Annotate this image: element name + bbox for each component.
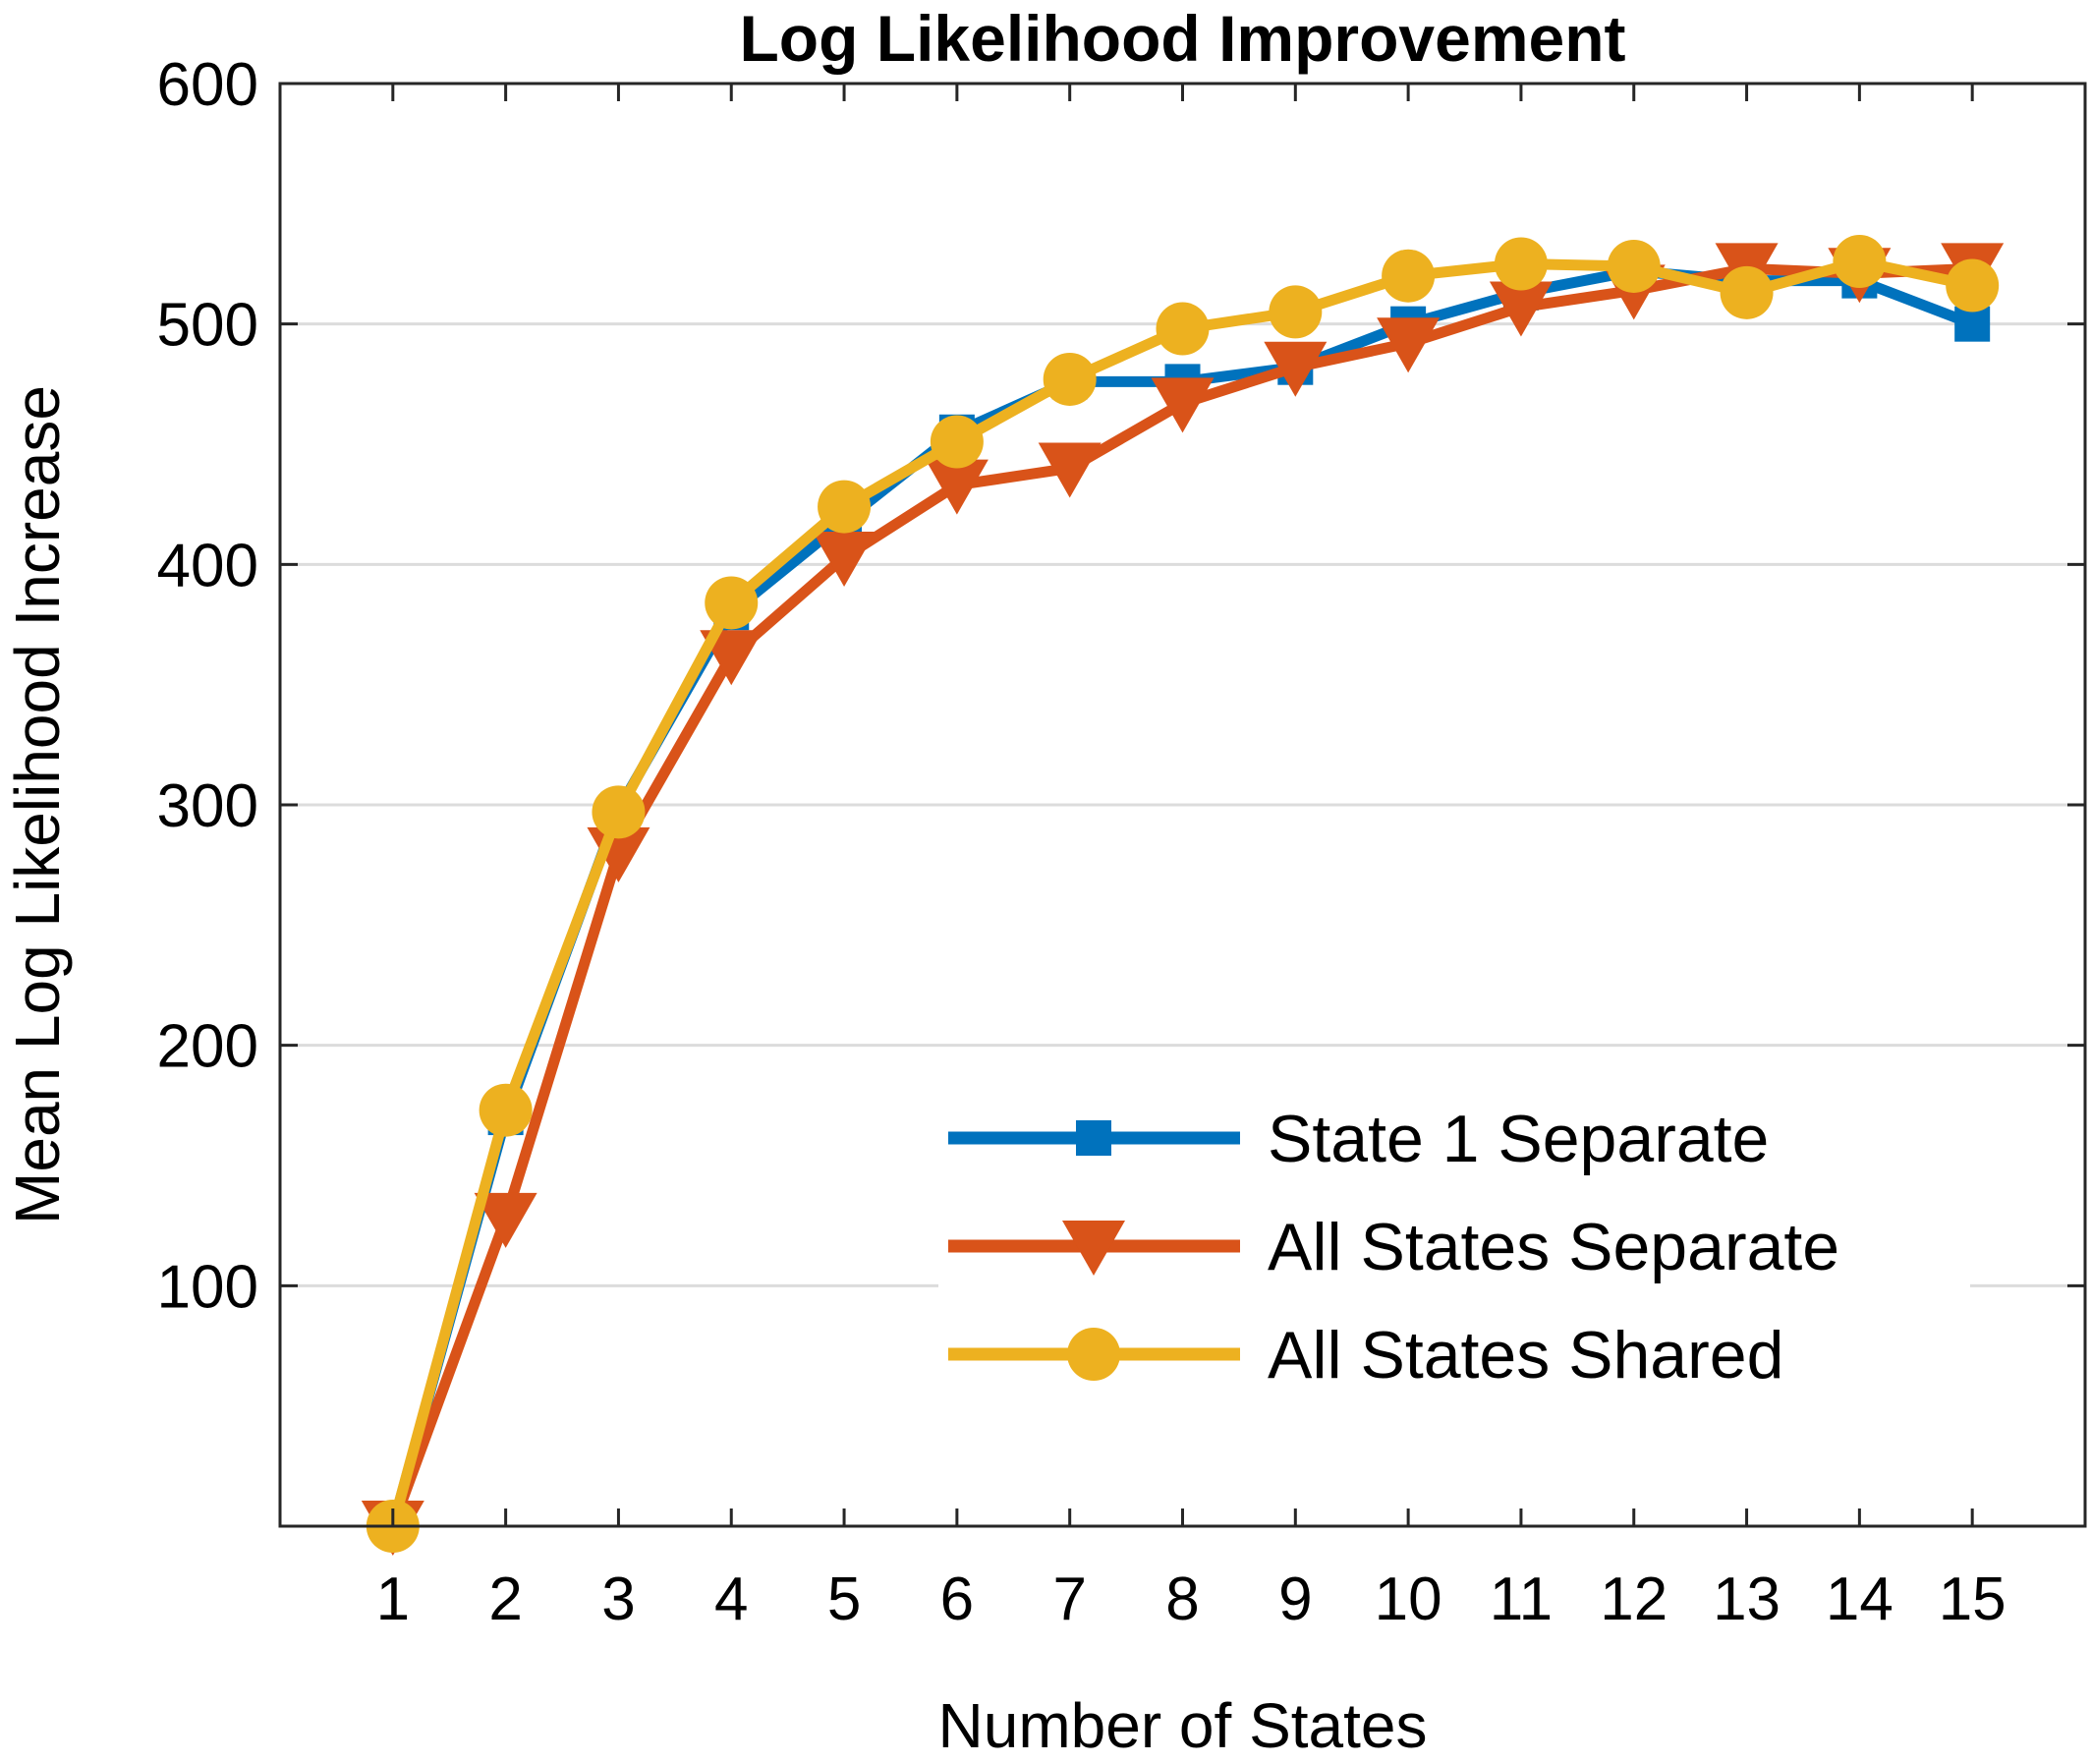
data-point xyxy=(592,785,646,839)
data-point xyxy=(1946,258,2000,313)
data-point xyxy=(1043,352,1097,406)
data-point xyxy=(1489,281,1553,337)
data-point xyxy=(1377,317,1441,373)
data-point xyxy=(1833,235,1887,289)
legend-label: All States Shared xyxy=(1268,1318,1783,1393)
x-tick-label: 12 xyxy=(1600,1565,1667,1633)
y-tick-label: 400 xyxy=(157,532,258,599)
legend: State 1 Separate All States Separate All S… xyxy=(938,1086,1970,1410)
x-tick-label: 11 xyxy=(1490,1565,1553,1633)
legend-marker xyxy=(1067,1328,1120,1381)
data-point xyxy=(1720,265,1774,319)
y-tick-label: 100 xyxy=(157,1253,258,1321)
x-tick-label: 13 xyxy=(1713,1565,1780,1633)
data-point xyxy=(1038,442,1102,498)
y-tick-label: 500 xyxy=(157,292,258,360)
x-tick-label: 2 xyxy=(488,1565,522,1633)
y-axis-label: Mean Log Likelihood Increase xyxy=(2,385,73,1224)
chart-title: Log Likelihood Improvement xyxy=(739,2,1625,75)
legend-marker xyxy=(1076,1120,1111,1156)
x-tick-label: 1 xyxy=(376,1565,410,1633)
legend-entry: All States Shared xyxy=(948,1318,1783,1393)
x-tick-label: 5 xyxy=(827,1565,861,1633)
data-point xyxy=(474,1192,537,1248)
data-point xyxy=(1494,237,1548,291)
data-point xyxy=(1954,306,1991,342)
y-tick-label: 600 xyxy=(157,51,258,119)
data-point xyxy=(705,576,759,630)
legend-label: State 1 Separate xyxy=(1268,1102,1769,1176)
data-point xyxy=(1382,249,1436,303)
data-point xyxy=(1269,285,1323,339)
data-point xyxy=(479,1083,533,1137)
x-tick-label: 9 xyxy=(1278,1565,1312,1633)
data-point xyxy=(700,630,763,686)
legend-label: All States Separate xyxy=(1268,1210,1839,1284)
data-point xyxy=(1151,377,1215,433)
legend-marker xyxy=(1062,1221,1125,1276)
x-tick-label: 10 xyxy=(1375,1565,1442,1633)
data-point xyxy=(1607,239,1661,293)
series-group xyxy=(361,235,2005,1556)
x-tick-label: 15 xyxy=(1939,1565,2006,1633)
y-tick-label: 200 xyxy=(157,1013,258,1081)
x-tick-label: 8 xyxy=(1165,1565,1199,1633)
x-tick-label: 3 xyxy=(601,1565,635,1633)
data-point xyxy=(1156,302,1210,356)
x-tick-label: 6 xyxy=(940,1565,974,1633)
data-point xyxy=(813,531,876,587)
data-point xyxy=(930,415,984,469)
data-point xyxy=(925,459,989,515)
legend-entry: State 1 Separate xyxy=(948,1102,1769,1176)
x-tick-label: 4 xyxy=(714,1565,748,1633)
data-point xyxy=(1264,341,1328,397)
x-tick-label: 7 xyxy=(1052,1565,1086,1633)
legend-entry: All States Separate xyxy=(948,1210,1839,1284)
data-point xyxy=(818,480,872,534)
y-tick-label: 300 xyxy=(157,772,258,840)
x-tick-label: 14 xyxy=(1826,1565,1893,1633)
x-axis-label: Number of States xyxy=(938,1690,1428,1759)
